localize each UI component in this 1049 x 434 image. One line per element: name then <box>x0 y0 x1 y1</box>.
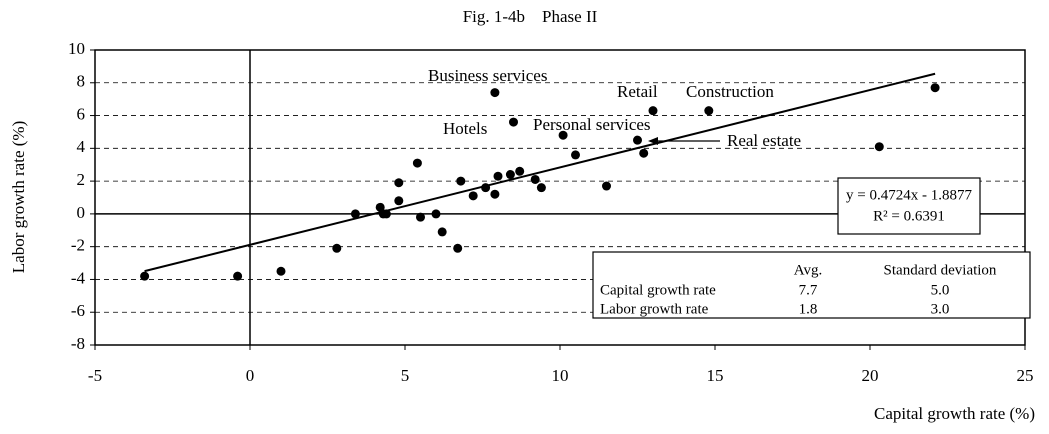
trendline <box>144 72 936 273</box>
equation: y = 0.4724x - 1.8877 <box>846 187 972 203</box>
r-squared: R² = 0.6391 <box>873 208 945 224</box>
point <box>332 243 342 253</box>
point <box>456 176 466 186</box>
point <box>453 243 463 253</box>
annotation: Retail <box>617 82 658 101</box>
x-tick-label: 25 <box>1017 366 1034 385</box>
y-tick-label: 6 <box>77 104 86 123</box>
point <box>412 158 422 168</box>
point <box>490 189 500 199</box>
stats-box <box>592 251 1031 319</box>
point <box>394 196 404 206</box>
point <box>140 271 150 281</box>
point <box>515 166 525 176</box>
point <box>416 212 425 222</box>
y-tick-label: -6 <box>71 301 85 320</box>
y-tick-label: -4 <box>71 268 86 287</box>
annotation: Business services <box>428 66 547 85</box>
chart-title: Fig. 1-4b Phase II <box>463 7 598 26</box>
y-axis-label: Labor growth rate (%) <box>9 121 28 273</box>
x-tick-label: 0 <box>246 366 255 385</box>
point <box>381 209 391 219</box>
point <box>558 130 568 140</box>
x-tick-label: 5 <box>401 366 410 385</box>
point <box>490 88 500 98</box>
x-tick-label: 20 <box>862 366 879 385</box>
point <box>648 106 658 116</box>
annotation: Hotels <box>443 119 487 138</box>
point <box>874 142 884 152</box>
point <box>437 227 447 237</box>
point <box>468 191 478 201</box>
table-header: Avg. <box>794 262 822 278</box>
point <box>633 135 642 145</box>
point <box>571 150 580 160</box>
point <box>505 170 515 180</box>
table-cell: 5.0 <box>931 282 950 298</box>
annotation: Real estate <box>727 131 801 150</box>
point <box>509 117 518 127</box>
y-tick-label: 4 <box>77 137 86 156</box>
table-cell: 3.0 <box>931 301 950 317</box>
y-tick-label: -2 <box>71 236 85 255</box>
point <box>930 83 940 93</box>
x-tick-label: 15 <box>707 366 724 385</box>
table-cell: 7.7 <box>799 282 818 298</box>
point <box>481 183 491 193</box>
y-tick-label: 0 <box>77 203 86 222</box>
annotation: Construction <box>686 82 774 101</box>
point <box>536 183 546 193</box>
point <box>233 271 243 281</box>
point <box>530 174 540 184</box>
point <box>276 266 286 276</box>
table-row-label: Labor growth rate <box>600 301 709 317</box>
y-tick-label: 10 <box>68 39 85 58</box>
annotation: Personal services <box>533 115 651 134</box>
table-row-label: Capital growth rate <box>600 282 716 298</box>
point <box>704 106 714 116</box>
point <box>639 148 649 158</box>
arrow-head <box>648 137 658 145</box>
table-header: Standard deviation <box>884 262 997 278</box>
y-tick-label: -8 <box>71 334 85 353</box>
x-axis-label: Capital growth rate (%) <box>874 404 1035 423</box>
point <box>394 178 404 188</box>
point <box>350 209 360 219</box>
equation-box <box>837 177 981 235</box>
x-tick-label: 10 <box>552 366 569 385</box>
y-tick-label: 8 <box>77 72 86 91</box>
table-cell: 1.8 <box>799 301 818 317</box>
point <box>493 171 503 181</box>
point <box>602 181 611 191</box>
y-tick-label: 2 <box>77 170 86 189</box>
x-tick-label: -5 <box>88 366 102 385</box>
point <box>431 209 441 219</box>
